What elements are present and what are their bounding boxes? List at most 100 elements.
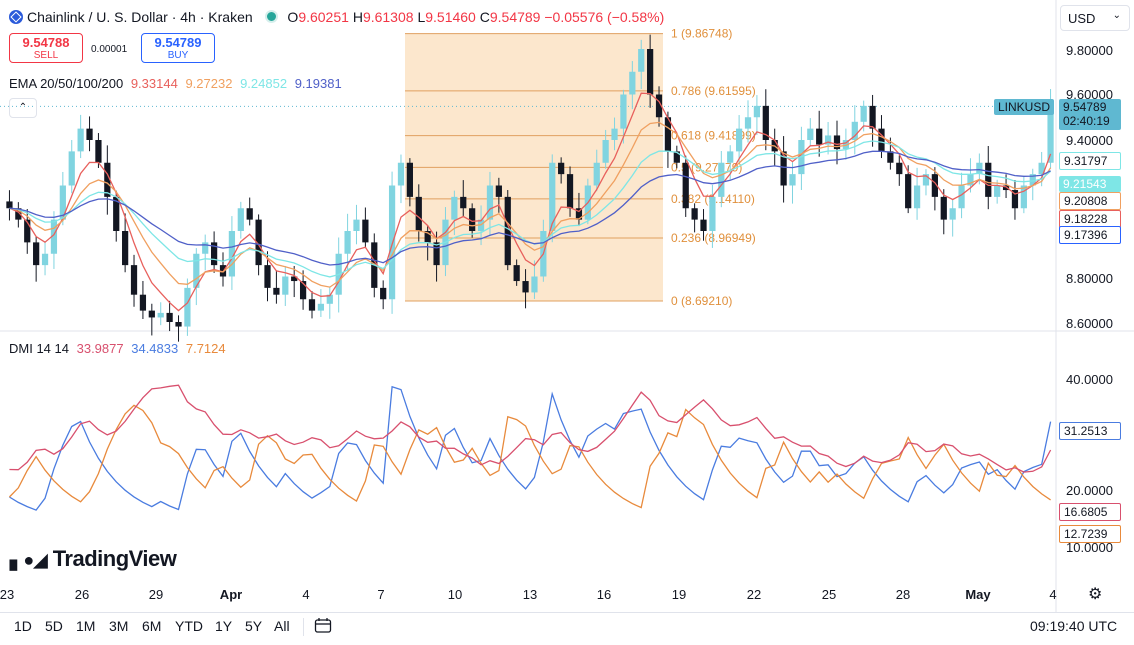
candle-down	[905, 174, 912, 209]
candle-down	[175, 322, 182, 327]
price-axis-label: 9.80000	[1066, 43, 1113, 58]
time-axis-label: 4	[302, 587, 310, 602]
candle-down	[15, 208, 22, 220]
ema20-line	[9, 92, 1052, 312]
candle-up	[486, 185, 494, 220]
range-5d-button[interactable]: 5D	[45, 618, 63, 634]
candle-up	[718, 162, 725, 197]
candle-down	[869, 105, 876, 129]
candle-up	[860, 105, 867, 122]
dmi-legend[interactable]: DMI 14 14 33.9877 34.4833 7.7124	[9, 341, 226, 356]
candle-up	[753, 105, 761, 118]
candle-up	[709, 196, 716, 231]
range-3m-button[interactable]: 3M	[109, 618, 129, 634]
sell-button[interactable]: 9.54788 SELL	[9, 33, 83, 63]
ohlc-change: −0.05576 (−0.58%)	[544, 9, 665, 25]
ema200-line	[9, 150, 1051, 266]
candle-up	[41, 253, 49, 266]
range-6m-button[interactable]: 6M	[142, 618, 162, 634]
candle-down	[985, 162, 992, 197]
sell-price: 9.54788	[22, 35, 70, 50]
candle-down	[940, 196, 947, 220]
dmi-axis-label: 10.0000	[1066, 540, 1113, 555]
range-1d-button[interactable]: 1D	[14, 618, 32, 634]
tv-logo-icon: ▖●◢	[10, 550, 48, 570]
ohlc-low: 9.51460	[425, 9, 476, 25]
currency-select[interactable]: USD ⌄	[1060, 5, 1130, 31]
range-1m-button[interactable]: 1M	[76, 618, 96, 634]
candle-down	[148, 310, 155, 318]
candle-up	[68, 151, 75, 186]
candle-up	[237, 208, 244, 231]
ohlc-low-label: L	[417, 9, 426, 25]
candle-up	[451, 196, 458, 220]
collapse-legend-button[interactable]: ⌃	[9, 98, 37, 118]
candle-down	[780, 151, 787, 186]
range-1y-button[interactable]: 1Y	[215, 618, 233, 634]
candle-down	[469, 208, 476, 231]
candle-up	[1038, 162, 1045, 175]
candle-down	[1011, 190, 1019, 209]
buy-button[interactable]: 9.54789 BUY	[141, 33, 215, 63]
utc-clock[interactable]: 09:19:40 UTC	[1030, 618, 1118, 634]
logo-text: TradingView	[52, 546, 177, 571]
candle-down	[415, 196, 422, 231]
range-ytd-button[interactable]: YTD	[175, 618, 203, 634]
date-range-calendar-icon[interactable]	[314, 617, 332, 633]
time-axis-label: May	[965, 587, 991, 602]
fib-level-label: 0.786 (9.61595)	[671, 84, 756, 98]
dmi-axis-label: 40.0000	[1066, 372, 1113, 387]
candle-down	[139, 294, 147, 311]
symbol-title[interactable]: Chainlink / U. S. Dollar · 4h · Kraken O…	[9, 9, 664, 25]
candle-up	[193, 253, 200, 288]
fib-level-label: 1 (9.86748)	[671, 27, 732, 41]
candle-up	[157, 312, 164, 318]
adx-tag: 16.6805	[1059, 503, 1121, 521]
range-5y-button[interactable]: 5Y	[245, 618, 263, 634]
candle-down	[673, 151, 680, 163]
range-all-button[interactable]: All	[274, 618, 290, 634]
candle-down	[931, 174, 938, 197]
candle-down	[24, 219, 31, 243]
fib-level-label: 0 (8.69210)	[671, 294, 732, 308]
candle-down	[308, 299, 316, 311]
candle-up	[744, 117, 752, 129]
chevron-up-icon: ⌃	[18, 102, 28, 113]
candle-up	[976, 162, 983, 175]
last-price: 9.54789	[1063, 100, 1107, 114]
price-axis-label: 8.60000	[1066, 316, 1113, 331]
plus-di-line	[9, 385, 1052, 511]
candle-up	[629, 71, 636, 95]
candle-up	[949, 208, 956, 220]
candle-down	[122, 231, 129, 266]
calendar-svg	[314, 618, 332, 633]
candle-up	[602, 140, 609, 163]
market-status-dot	[264, 10, 278, 23]
last-price-tag: 9.54789 02:40:19	[1059, 99, 1121, 130]
settings-gear-icon[interactable]: ⚙	[1088, 586, 1103, 603]
candle-down	[700, 219, 707, 231]
candle-down	[433, 242, 440, 266]
price-axis-label: 8.80000	[1066, 271, 1113, 286]
candle-down	[291, 276, 298, 282]
candle-down	[664, 117, 672, 152]
candle-down	[362, 219, 369, 243]
candle-up	[326, 294, 333, 304]
candle-down	[33, 242, 40, 266]
candle-up	[913, 185, 921, 209]
ema-legend[interactable]: EMA 20/50/100/200 9.33144 9.27232 9.2485…	[9, 76, 342, 91]
ohlc-close-label: C	[479, 9, 490, 25]
time-axis-label: 7	[377, 587, 385, 602]
candle-up	[344, 231, 351, 254]
ohlc-close: 9.54789	[489, 9, 541, 25]
symbol-price-tag: LINKUSD	[994, 99, 1054, 115]
time-axis-label: 19	[671, 587, 687, 602]
minus-di-value: 7.7124	[185, 341, 226, 356]
candle-down	[682, 162, 689, 209]
candle-down	[495, 185, 502, 197]
time-axis-label: 13	[522, 587, 538, 602]
buy-label: BUY	[167, 50, 189, 61]
symbol-label: Chainlink / U. S. Dollar · 4h · Kraken	[27, 9, 253, 25]
plus-di-value: 34.4833	[131, 341, 179, 356]
